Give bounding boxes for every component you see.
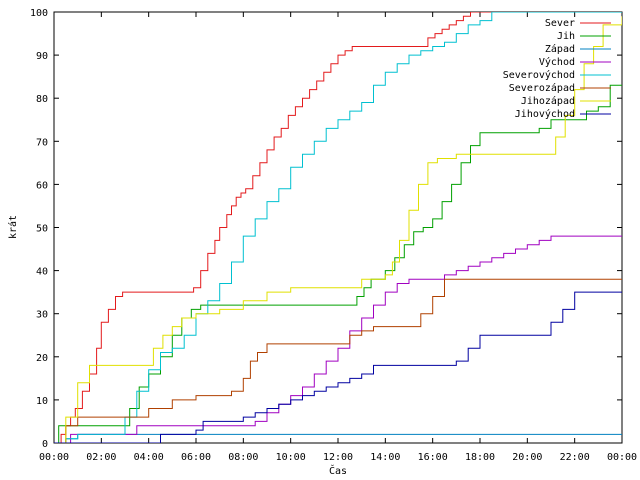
y-tick-label: 70: [36, 137, 48, 148]
x-tick-label: 10:00: [276, 452, 306, 463]
x-tick-label: 14:00: [370, 452, 400, 463]
x-tick-label: 20:00: [512, 452, 542, 463]
y-tick-label: 90: [36, 51, 48, 62]
y-axis: 0 10 20 30 40 50 60 70 80 90 100: [30, 8, 622, 450]
series-line-1: [54, 12, 622, 443]
legend-label: Východ: [539, 56, 575, 68]
x-tick-label: 18:00: [465, 452, 495, 463]
legend-label: Sever: [545, 18, 575, 29]
x-tick-label: 00:00: [607, 452, 637, 463]
series-line-2: [54, 84, 622, 443]
x-tick-label: 00:00: [39, 452, 69, 463]
series-line-4: [54, 235, 622, 443]
legend: Sever JihZápadVýchodSeverovýchodSeverozáp…: [503, 18, 611, 120]
y-tick-label: 50: [36, 224, 48, 235]
x-tick-label: 04:00: [134, 452, 164, 463]
x-tick-label: 08:00: [228, 452, 258, 463]
x-axis: 00:00 02:00 04:00 06:00 08:00 10:00 12:00 14:00…: [39, 12, 637, 463]
series-lines: [54, 12, 622, 443]
legend-label: Severozápad: [509, 82, 575, 94]
y-tick-label: 0: [42, 439, 48, 450]
series-line-5: [54, 12, 622, 443]
x-tick-label: 06:00: [181, 452, 211, 463]
y-tick-label: 20: [36, 353, 48, 364]
legend-label: Jih: [557, 31, 575, 42]
x-tick-label: 02:00: [86, 452, 116, 463]
x-tick-label: 12:00: [323, 452, 353, 463]
y-tick-label: 30: [36, 310, 48, 321]
series-line-6: [54, 278, 622, 443]
x-tick-label: 22:00: [560, 452, 590, 463]
legend-label: Jihovýchod: [515, 108, 575, 120]
x-axis-label: Čas: [329, 464, 347, 477]
series-line-7: [54, 16, 622, 443]
y-tick-label: 100: [30, 8, 48, 19]
y-tick-label: 60: [36, 180, 48, 191]
legend-label: Jihozápad: [521, 95, 575, 107]
y-tick-label: 10: [36, 396, 48, 407]
series-line-8: [54, 291, 622, 443]
y-tick-label: 40: [36, 267, 48, 278]
legend-label: Západ: [545, 43, 575, 55]
x-tick-label: 16:00: [418, 452, 448, 463]
y-axis-label: krát: [7, 215, 19, 239]
legend-label: Severovýchod: [503, 69, 575, 81]
y-tick-label: 80: [36, 94, 48, 105]
